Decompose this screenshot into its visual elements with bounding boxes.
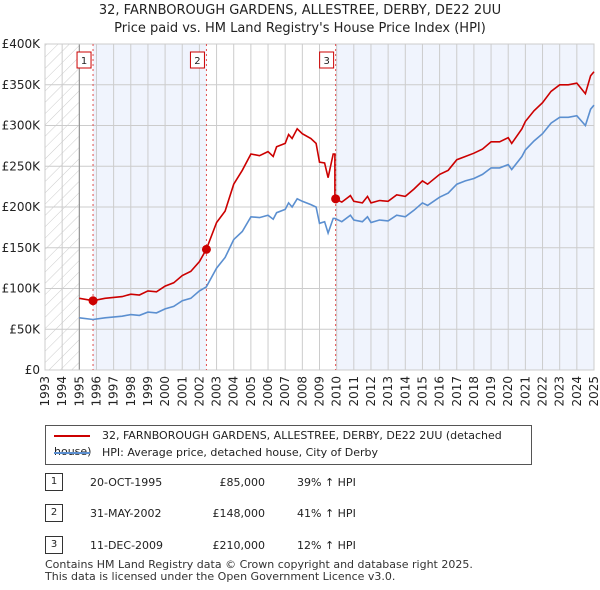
x-tick-label: 2019 bbox=[484, 376, 498, 407]
chart-title: 32, FARNBOROUGH GARDENS, ALLESTREE, DERB… bbox=[98, 3, 502, 36]
y-tick-label: £50K bbox=[9, 322, 41, 336]
property-price-line bbox=[79, 71, 595, 302]
y-tick-label: £400K bbox=[2, 37, 42, 51]
x-tick-label: 2021 bbox=[518, 376, 532, 407]
x-tick-label: 2012 bbox=[364, 376, 378, 407]
y-tick-label: £350K bbox=[2, 78, 42, 92]
footer-line: This data is licensed under the Open Gov… bbox=[45, 570, 396, 583]
sale-label: 3 bbox=[323, 56, 329, 67]
y-tick-label: £300K bbox=[2, 119, 42, 133]
x-tick-label: 2018 bbox=[467, 376, 481, 407]
x-tick-label: 2000 bbox=[158, 376, 172, 407]
x-tick-label: 1997 bbox=[107, 376, 121, 407]
x-tick-label: 2013 bbox=[381, 376, 395, 407]
x-tick-label: 2020 bbox=[501, 376, 515, 407]
legend-label: HPI: Average price, detached house, City… bbox=[102, 446, 379, 459]
x-tick-label: 1999 bbox=[141, 376, 155, 407]
legend-label: 32, FARNBOROUGH GARDENS, ALLESTREE, DERB… bbox=[54, 429, 502, 458]
x-tick-label: 2017 bbox=[450, 376, 464, 407]
x-tick-label: 1995 bbox=[72, 376, 86, 407]
x-tick-label: 2011 bbox=[347, 376, 361, 407]
price-chart: £0 £50K £100K £150K £200K £250K £300K £350K £400… bbox=[2, 37, 600, 407]
sale-price: £210,000 bbox=[212, 539, 266, 552]
sale-price: £148,000 bbox=[212, 507, 266, 520]
y-tick-label: £150K bbox=[2, 241, 42, 255]
legend-item-property: 32, FARNBOROUGH GARDENS, ALLESTREE, DERB… bbox=[54, 428, 531, 458]
sale-price: £85,000 bbox=[219, 476, 266, 489]
y-tick-label: £200K bbox=[2, 200, 42, 214]
y-tick-label: £250K bbox=[2, 159, 42, 173]
x-tick-label: 2008 bbox=[295, 376, 309, 407]
sale-hpi: 41% ↑ HPI bbox=[297, 507, 356, 520]
footer-line: Contains HM Land Registry data © Crown c… bbox=[45, 558, 473, 571]
x-tick-label: 2014 bbox=[398, 376, 412, 407]
sale-number: 1 bbox=[45, 473, 63, 491]
x-tick-label: 2015 bbox=[415, 376, 429, 407]
x-tick-label: 2005 bbox=[244, 376, 258, 407]
x-tick-label: 2003 bbox=[210, 376, 224, 407]
x-tick-label: 2023 bbox=[553, 376, 567, 407]
x-tick-label: 2007 bbox=[278, 376, 292, 407]
sale-point bbox=[201, 244, 211, 254]
sale-label-box bbox=[189, 51, 205, 69]
legend-swatch-red bbox=[54, 435, 90, 437]
sale-date: 11-DEC-2009 bbox=[90, 539, 164, 552]
sale-label-box bbox=[319, 51, 335, 69]
y-tick-label: £0 bbox=[25, 363, 40, 377]
sale-number: 3 bbox=[45, 536, 63, 554]
sale-hpi: 39% ↑ HPI bbox=[297, 476, 356, 489]
sale-point bbox=[331, 194, 341, 204]
x-tick-label: 1994 bbox=[55, 376, 69, 407]
x-tick-label: 2006 bbox=[261, 376, 275, 407]
x-tick-label: 2024 bbox=[570, 376, 584, 407]
y-tick-label: £100K bbox=[2, 282, 42, 296]
x-tick-label: 2025 bbox=[587, 376, 600, 407]
legend-swatch-blue bbox=[54, 452, 90, 454]
sale-label: 1 bbox=[81, 56, 87, 67]
x-tick-label: 2002 bbox=[192, 376, 206, 407]
sale-label: 2 bbox=[194, 56, 200, 67]
x-tick-label: 2016 bbox=[433, 376, 447, 407]
legend-item-hpi: HPI: Average price, detached house, City… bbox=[54, 445, 378, 461]
x-tick-label: 1993 bbox=[38, 376, 52, 407]
footer: Contains HM Land Registry data © Crown c… bbox=[45, 559, 473, 583]
hpi-line bbox=[79, 104, 595, 321]
x-tick-label: 2010 bbox=[330, 376, 344, 407]
legend: 32, FARNBOROUGH GARDENS, ALLESTREE, DERB… bbox=[45, 425, 532, 465]
x-tick-label: 1996 bbox=[89, 376, 103, 407]
sale-hpi: 12% ↑ HPI bbox=[297, 539, 356, 552]
x-tick-label: 1998 bbox=[124, 376, 138, 407]
x-tick-label: 2009 bbox=[313, 376, 327, 407]
sale-point bbox=[88, 296, 98, 306]
sale-date: 20-OCT-1995 bbox=[90, 476, 163, 489]
x-tick-label: 2004 bbox=[227, 376, 241, 407]
x-tick-label: 2001 bbox=[175, 376, 189, 407]
sale-label-box bbox=[76, 51, 92, 69]
sale-number: 2 bbox=[45, 504, 63, 522]
sale-date: 31-MAY-2002 bbox=[90, 507, 162, 520]
x-tick-label: 2022 bbox=[536, 376, 550, 407]
plot-border bbox=[44, 43, 595, 371]
